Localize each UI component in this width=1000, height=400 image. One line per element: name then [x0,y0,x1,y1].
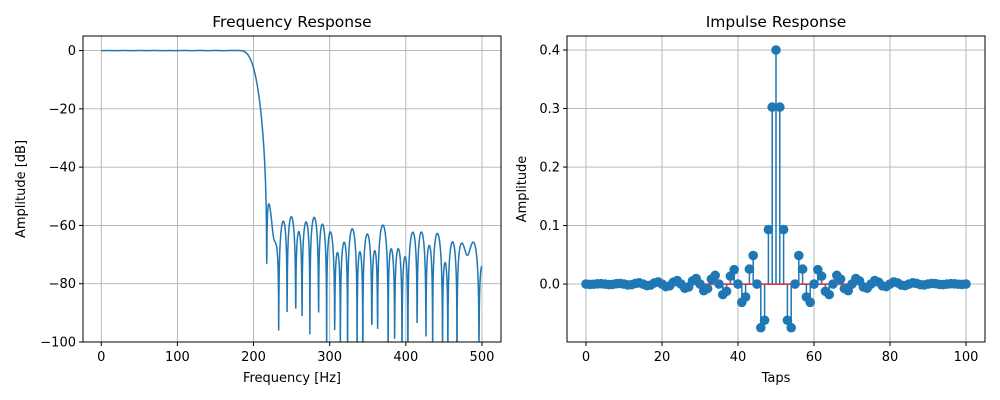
frequency-response-chart: 0 100 200 300 400 500 0 −20 −40 −60 −80 −100 Freque… [14,13,502,386]
stem-marker [786,322,796,333]
stem-marker [721,286,732,297]
axes-frame [82,35,502,343]
stem-marker [752,279,762,289]
stem-marker [763,224,774,235]
stem-marker [710,270,720,281]
y-tick-label: −100 [40,336,76,351]
y-axis-label: Amplitude [515,156,530,223]
x-tick-label: 60 [806,350,823,365]
stem-marker [759,315,770,326]
stem-marker [778,224,789,235]
stem-marker [733,279,743,289]
stem-marker [790,279,800,289]
stem-marker [767,102,777,112]
y-tick-label: −40 [49,161,76,176]
plot-area [101,49,483,342]
axes-frame [566,35,986,343]
stem-marker [835,274,846,284]
x-tick-label: 100 [165,350,190,365]
y-tick-label: 0.2 [539,161,560,176]
x-tick-label: 500 [470,350,495,365]
stem-marker [816,271,827,281]
impulse-response-chart: 0 20 40 60 80 100 0.0 0.1 0.2 0.3 0.4 Impulse Resp… [515,13,986,386]
stem-marker [775,102,785,112]
y-tick-label: −80 [49,277,76,292]
stem-marker [805,297,815,308]
stem-marker [729,264,739,275]
stem-marker [771,45,781,55]
y-axis-label: Amplitude [dB] [14,140,29,238]
plot-area [581,45,971,333]
stem-marker [702,283,713,294]
y-tick-label: 0.3 [539,102,560,117]
x-tick-label: 200 [241,350,266,365]
tick-marks: 0 100 200 300 400 500 0 −20 −40 −60 −80 −100 [40,44,494,365]
stem-marker [744,264,755,274]
x-tick-label: 80 [882,350,899,365]
stem-marker [748,250,758,261]
stem-marker [809,279,819,289]
stem-marker [782,315,793,326]
grid-lines [83,36,501,343]
x-axis-label: Taps [761,371,791,386]
y-tick-label: 0.1 [539,219,560,234]
y-tick-label: 0.0 [539,278,560,293]
stem-marker [961,279,971,289]
x-tick-label: 400 [393,350,418,365]
y-tick-label: −20 [49,102,76,117]
y-tick-label: 0 [68,44,76,59]
stem-marker [828,279,838,289]
stem-marker [794,250,804,261]
frequency-response-line [101,49,483,342]
y-tick-label: −60 [49,219,76,234]
x-axis-label: Frequency [Hz] [243,371,341,386]
stem-marker [756,322,766,333]
stem-marker [714,279,724,289]
x-tick-label: 300 [317,350,342,365]
chart-title: Frequency Response [212,13,371,31]
stem-marker [824,289,834,300]
y-tick-label: 0.4 [539,44,560,59]
x-tick-label: 20 [654,350,671,365]
stem-marker [740,292,751,302]
tick-marks: 0 20 40 60 80 100 0.0 0.1 0.2 0.3 0.4 [539,44,978,365]
stem-marker [797,264,808,274]
x-tick-label: 0 [97,350,105,365]
x-tick-label: 40 [730,350,747,365]
x-tick-label: 0 [582,350,590,365]
chart-title: Impulse Response [706,13,847,31]
x-tick-label: 100 [954,350,979,365]
